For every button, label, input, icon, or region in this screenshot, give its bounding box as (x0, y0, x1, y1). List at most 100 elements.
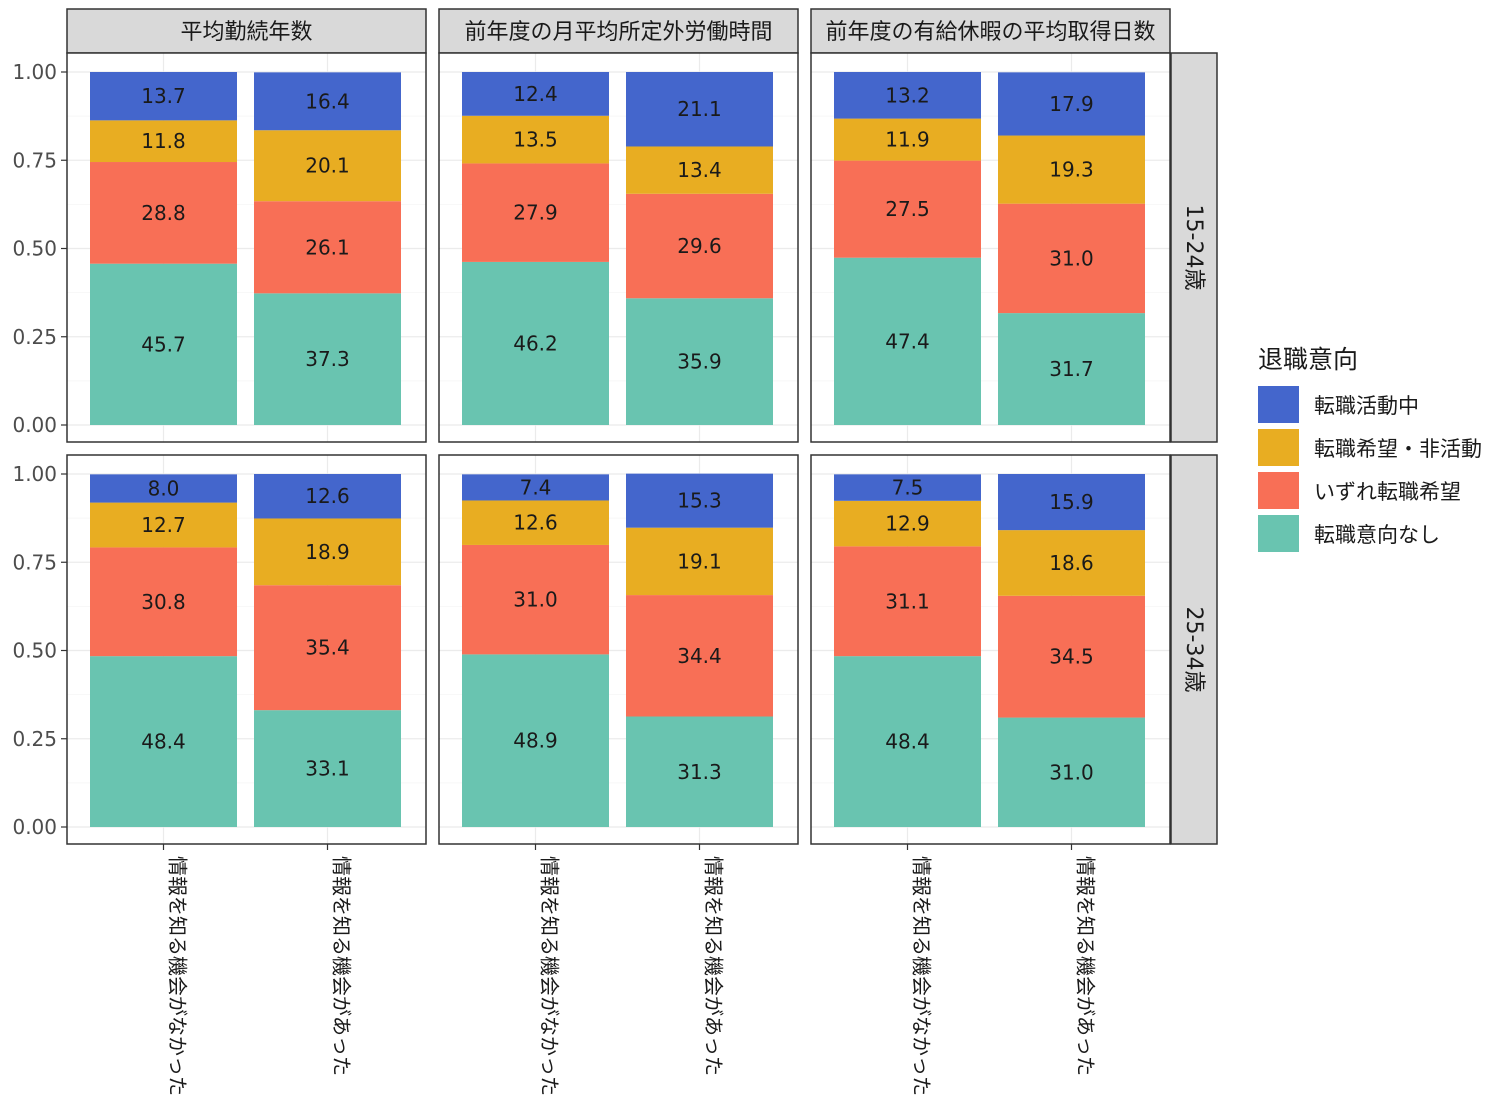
bar-segment (254, 201, 401, 294)
facet-strip-col-label: 平均勤続年数 (180, 20, 312, 45)
bar-segment (626, 473, 773, 528)
bar-value-label: 34.5 (1049, 645, 1094, 669)
bar-segment (90, 656, 237, 827)
bar-value-label: 33.1 (305, 757, 350, 781)
bar-value-label: 11.9 (885, 128, 930, 152)
bar-segment (998, 313, 1145, 425)
bar-segment (90, 474, 237, 503)
facet-strip-row (1170, 52, 1218, 443)
facet-strip-row (1170, 454, 1218, 845)
y-tick-label: 1.00 (12, 462, 57, 486)
bar-segment (462, 500, 609, 545)
bar-segment (998, 135, 1145, 204)
bar-value-label: 27.9 (513, 201, 558, 225)
legend-swatch (1258, 429, 1299, 466)
bar-segment (254, 710, 401, 827)
bar-value-label: 16.4 (305, 89, 350, 113)
bar-value-label: 37.3 (305, 347, 350, 371)
bar-value-label: 12.6 (305, 484, 350, 508)
bar-value-label: 29.6 (677, 234, 722, 258)
bar-value-label: 17.9 (1049, 92, 1094, 116)
bar-value-label: 31.3 (677, 760, 722, 784)
bar-segment (254, 474, 401, 519)
bar-value-label: 18.6 (1049, 551, 1094, 575)
legend-swatch (1258, 386, 1299, 423)
bar-segment (90, 263, 237, 425)
bar-segment (90, 547, 237, 657)
bar-segment (626, 72, 773, 147)
bar-value-label: 35.4 (305, 636, 350, 660)
facet-strip-col (810, 8, 1171, 54)
bar-segment (626, 193, 773, 299)
bar-value-label: 13.5 (513, 128, 558, 152)
bar-segment (626, 298, 773, 425)
legend-swatch (1258, 472, 1299, 509)
bar-value-label: 26.1 (305, 235, 350, 259)
x-tick-label: 情報を知る機会があった (1074, 856, 1098, 1076)
bar-segment (834, 500, 981, 547)
bar-value-label: 45.7 (141, 332, 186, 356)
bar-value-label: 18.9 (305, 540, 350, 564)
bar-segment (998, 474, 1145, 531)
panel-border (810, 52, 1171, 443)
bar-segment (462, 72, 609, 116)
y-tick-label: 0.50 (12, 237, 57, 261)
x-tick-label: 情報を知る機会がなかった (166, 856, 190, 1096)
facet-strip-col (438, 8, 799, 54)
facet-strip-row-label: 15-24歳 (1181, 205, 1206, 291)
bar-value-label: 48.9 (513, 729, 558, 753)
panel-border (438, 454, 799, 845)
y-tick-label: 0.75 (12, 148, 57, 172)
bar-segment (834, 72, 981, 119)
facet-strip-col (66, 8, 427, 54)
bar-segment (462, 261, 609, 425)
y-tick-label: 1.00 (12, 60, 57, 84)
bar-value-label: 30.8 (141, 590, 186, 614)
bar-segment (90, 162, 237, 264)
bar-segment (254, 130, 401, 202)
legend-item-label: 転職活動中 (1314, 394, 1419, 418)
bar-value-label: 7.4 (520, 475, 552, 499)
bar-segment (626, 527, 773, 596)
bar-value-label: 13.2 (885, 83, 930, 107)
bar-value-label: 11.8 (141, 129, 186, 153)
bar-value-label: 31.0 (513, 588, 558, 612)
bar-segment (462, 544, 609, 655)
y-tick-label: 0.25 (12, 727, 57, 751)
bar-value-label: 15.3 (677, 489, 722, 513)
legend-item-label: いずれ転職希望 (1314, 480, 1461, 504)
y-tick-label: 0.75 (12, 550, 57, 574)
bar-value-label: 48.4 (141, 730, 186, 754)
bar-segment (90, 502, 237, 548)
bar-segment (834, 160, 981, 258)
bar-segment (998, 72, 1145, 136)
bar-segment (834, 546, 981, 657)
bar-segment (626, 146, 773, 194)
panel-border (810, 454, 1171, 845)
bar-value-label: 34.4 (677, 644, 722, 668)
bar-segment (998, 595, 1145, 718)
bar-value-label: 7.5 (892, 476, 924, 500)
bar-segment (626, 716, 773, 827)
y-tick-label: 0.50 (12, 639, 57, 663)
bar-segment (998, 203, 1145, 314)
facet-strip-col-label: 前年度の有給休暇の平均取得日数 (825, 20, 1155, 45)
x-tick-label: 情報を知る機会がなかった (538, 856, 562, 1096)
bar-segment (626, 595, 773, 717)
x-tick-label: 情報を知る機会があった (702, 856, 726, 1076)
bar-segment (998, 530, 1145, 596)
legend-item-label: 転職希望・非活動 (1314, 437, 1482, 461)
bar-value-label: 13.4 (677, 158, 722, 182)
bar-value-label: 31.0 (1049, 760, 1094, 784)
bar-segment (834, 118, 981, 161)
bar-value-label: 13.7 (141, 84, 186, 108)
bar-value-label: 21.1 (677, 97, 722, 121)
legend-item-label: 転職意向なし (1314, 523, 1440, 547)
facet-strip-col-label: 前年度の月平均所定外労働時間 (464, 20, 772, 45)
bar-segment (462, 474, 609, 501)
panel-border (66, 454, 427, 845)
bar-value-label: 12.7 (141, 513, 186, 537)
bar-segment (254, 585, 401, 711)
bar-segment (254, 293, 401, 425)
